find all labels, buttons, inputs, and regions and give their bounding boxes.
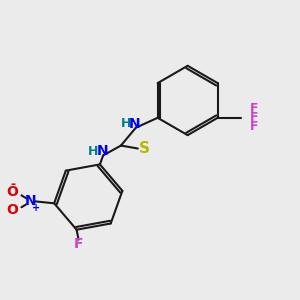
Text: F: F bbox=[74, 237, 83, 250]
Text: N: N bbox=[129, 117, 141, 131]
Text: O: O bbox=[7, 203, 19, 217]
Text: -: - bbox=[10, 178, 15, 191]
Text: F: F bbox=[250, 102, 259, 116]
Text: N: N bbox=[25, 194, 36, 208]
Text: N: N bbox=[96, 145, 108, 158]
Text: S: S bbox=[139, 141, 150, 156]
Text: O: O bbox=[7, 185, 19, 200]
Text: H: H bbox=[88, 145, 98, 158]
Text: F: F bbox=[250, 120, 259, 133]
Text: H: H bbox=[121, 117, 131, 130]
Text: +: + bbox=[32, 203, 40, 213]
Text: F: F bbox=[250, 111, 259, 124]
